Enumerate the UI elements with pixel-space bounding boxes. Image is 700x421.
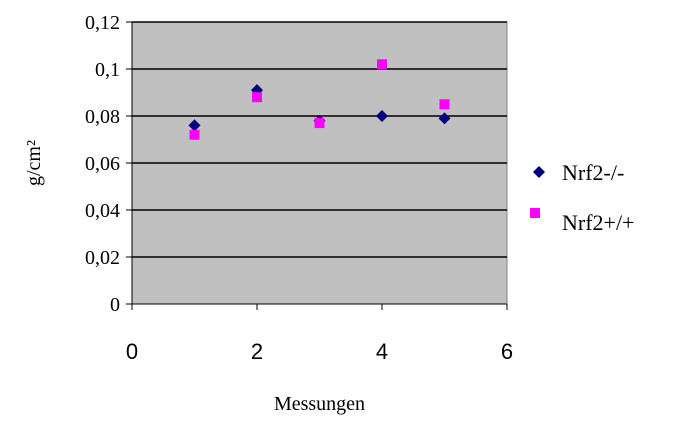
data-point-nrf2-ko — [438, 112, 451, 125]
y-axis: 0 0,02 0,04 0,06 0,08 0,1 0,12 — [85, 12, 133, 316]
x-tick-label: 0 — [126, 339, 138, 364]
data-point-nrf2-wt — [189, 129, 200, 140]
x-tick-label: 2 — [251, 339, 263, 364]
legend-square-icon — [530, 208, 540, 218]
legend-item-nrf2-ko: Nrf2-/- — [533, 160, 624, 185]
legend-label-nrf2-wt: Nrf2+/+ — [562, 210, 634, 235]
data-point-nrf2-wt — [377, 59, 387, 70]
y-tick-label: 0,02 — [85, 247, 120, 269]
y-axis-title: g/cm² — [23, 140, 45, 186]
data-point-nrf2-wt — [252, 92, 262, 103]
legend: Nrf2-/- Nrf2+/+ — [530, 160, 634, 235]
x-tick-label: 4 — [376, 339, 388, 364]
legend-marker-diamond — [533, 166, 545, 178]
y-tick-label: 0,1 — [95, 59, 120, 81]
legend-diamond-icon — [533, 166, 545, 178]
data-points — [188, 59, 451, 140]
x-axis: 0 2 4 6 — [126, 303, 513, 364]
data-point-nrf2-ko — [376, 110, 388, 122]
legend-label-nrf2-ko: Nrf2-/- — [562, 160, 624, 185]
y-tick-label: 0,06 — [85, 153, 120, 175]
data-point-nrf2-ko — [188, 119, 201, 132]
gridlines — [132, 21, 507, 258]
data-point-nrf2-wt — [314, 118, 325, 129]
legend-marker-square — [530, 208, 540, 218]
x-tick-label: 6 — [501, 339, 513, 364]
y-tick-label: 0,12 — [85, 12, 120, 34]
y-tick-label: 0 — [110, 294, 120, 316]
data-point-nrf2-wt — [439, 99, 450, 110]
x-axis-title: Messungen — [274, 393, 365, 415]
legend-item-nrf2-wt: Nrf2+/+ — [530, 208, 634, 235]
y-tick-label: 0,04 — [85, 200, 120, 222]
y-tick-label: 0,08 — [85, 106, 120, 128]
